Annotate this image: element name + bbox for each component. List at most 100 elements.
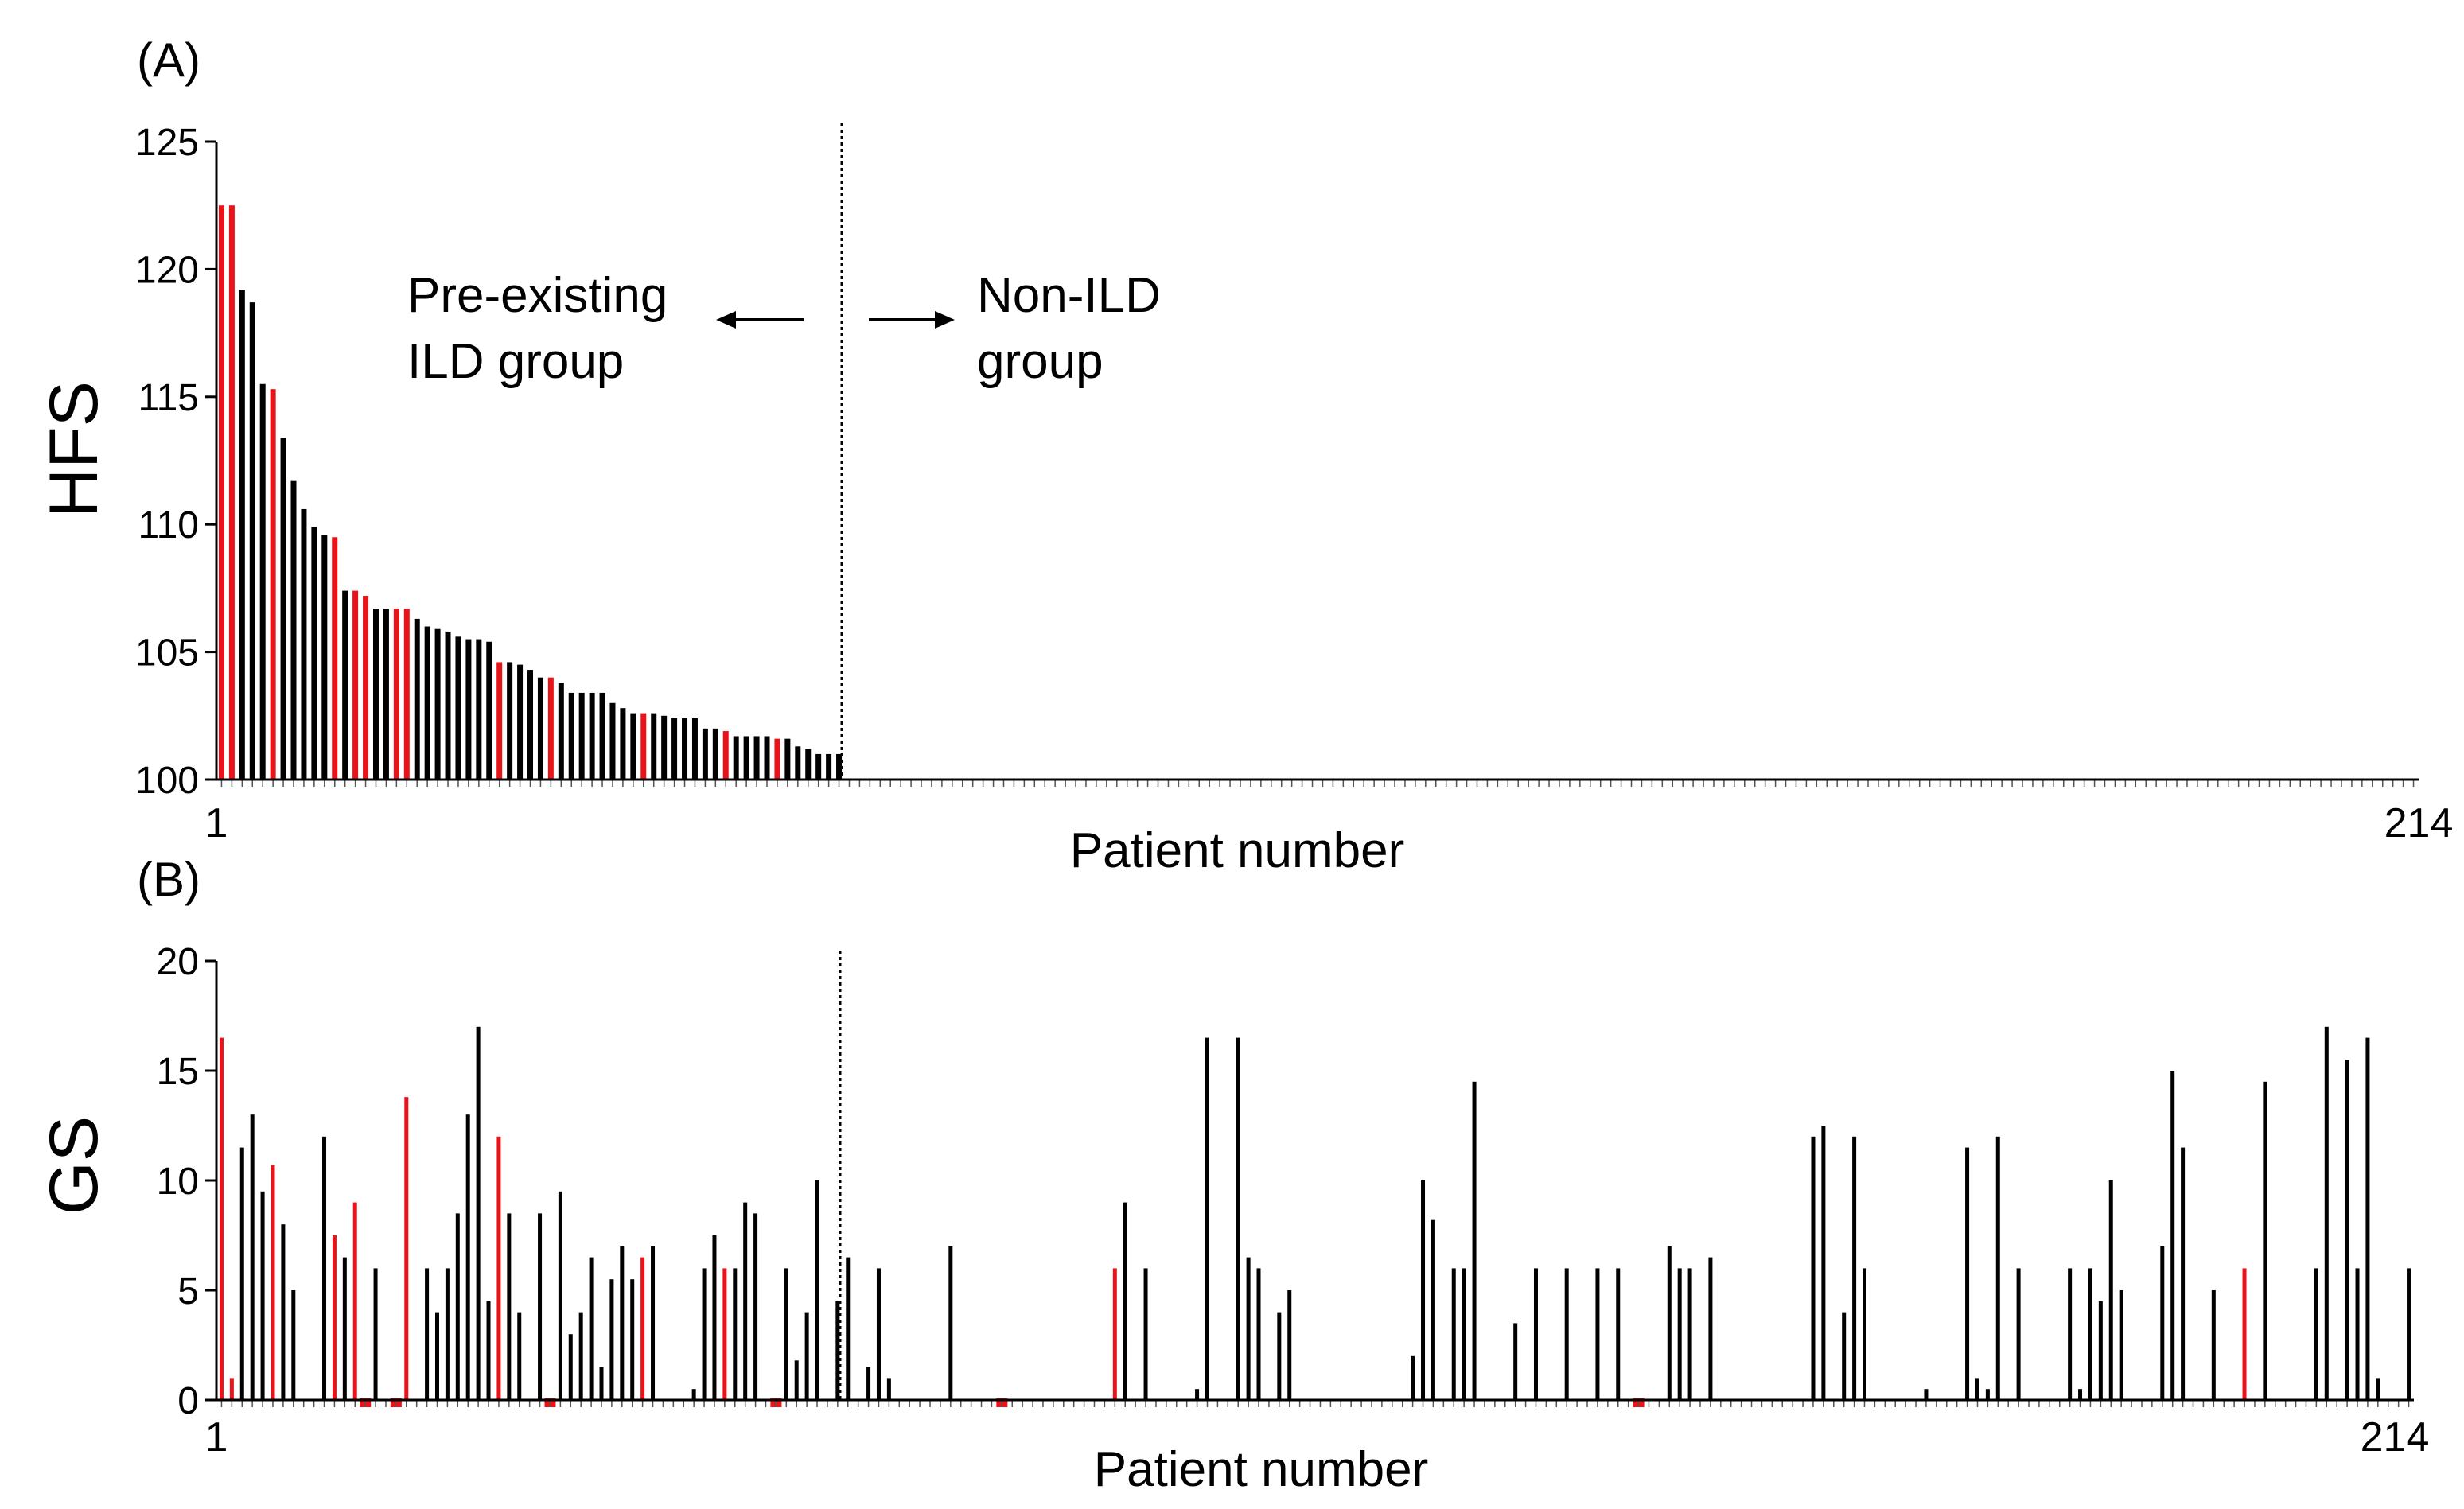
bar-patient-183 [2088,1268,2092,1400]
bar-patient-37 [589,692,595,780]
bar-patient-23 [445,1268,450,1400]
bar-patient-57 [795,746,801,780]
bar-patient-119 [1431,1219,1435,1400]
bar-patient-58 [804,1312,809,1400]
bar-patient-101 [1246,1257,1251,1400]
bar-patient-1 [219,1037,224,1400]
bar-patient-105 [1287,1290,1292,1400]
bar-patient-43 [651,1246,656,1400]
bar-patient-26 [476,1026,481,1400]
bar-patient-12 [332,537,338,780]
bar-patient-54 [764,736,770,780]
panel-a-hfs-chart: (A) HFS 100 105 110 115 120 125 1 214 Patient… [36,33,2453,878]
bar-patient-17 [383,609,389,780]
bar-patient-182 [2078,1389,2083,1400]
bar-patient-14 [352,590,359,780]
bar-patient-3 [239,290,245,780]
bar-patient-29 [507,1213,512,1400]
bar-patient-1 [218,205,224,780]
bar-patient-57 [794,1360,799,1400]
bar-patient-35 [568,1334,573,1400]
panel-a-x-tick-last: 214 [2384,800,2454,846]
bar-patient-122 [1462,1268,1466,1400]
bar-patient-117 [1411,1355,1415,1400]
panel-b-x-axis-title: Patient number [1094,1442,1428,1497]
bar-patient-6 [270,389,276,780]
bar-patient-36 [578,692,585,780]
bar-patient-2 [228,205,235,780]
bar-patient-13 [342,1257,347,1400]
bar-patient-2 [229,1378,234,1400]
bar-patient-181 [2068,1268,2073,1400]
bar-patient-32 [538,1213,543,1400]
panel-a-y-axis-title: HFS [36,381,112,518]
bar-patient-50 [722,731,729,780]
bar-patient-35 [568,692,574,780]
bar-patient-39 [609,702,616,780]
bar-patient-167 [1924,1389,1929,1400]
annotation-preexisting-line2: ILD group [407,334,624,389]
bar-patient-171 [1965,1147,1970,1400]
bar-patient-32 [537,677,543,780]
bar-patient-146 [1708,1257,1713,1400]
bar-patient-88 [1112,1268,1117,1400]
panel-b-bars [219,1026,2411,1407]
panel-a-x-axis-title: Patient number [1070,823,1404,878]
bar-patient-7 [280,438,286,780]
bar-patient-191 [2170,1071,2175,1400]
bar-patient-22 [434,628,441,780]
bar-patient-53 [753,1213,758,1400]
bar-patient-185 [2108,1180,2113,1400]
bar-patient-48 [702,728,708,780]
bar-patient-205 [2314,1268,2318,1400]
bar-patient-12 [332,1235,337,1400]
bar-patient-132 [1564,1268,1569,1400]
panel-b-y-ticks: 0 5 10 15 20 [157,941,216,1422]
bar-patient-30 [517,664,524,780]
bar-patient-37 [589,1257,594,1400]
bar-patient-129 [1533,1268,1538,1400]
bar-patient-43 [651,713,657,780]
y-tick-label: 120 [135,249,199,291]
bar-patient-26 [476,639,482,780]
bar-patient-66 [886,1378,891,1400]
bar-patient-211 [2376,1378,2380,1400]
bar-patient-8 [290,480,297,780]
arrow-right-icon [869,311,955,329]
bar-patient-38 [599,1367,604,1400]
bar-patient-28 [496,1136,501,1400]
panel-b-label: (B) [137,853,200,906]
bar-patient-22 [434,1312,439,1400]
bar-patient-13 [342,590,348,780]
bar-patient-34 [558,683,564,780]
bar-patient-100 [1236,1037,1240,1400]
panel-b-gs-chart: (B) GS 0 5 10 15 20 1 214 Patient number [36,853,2429,1497]
bar-patient-47 [691,1389,696,1400]
bar-patient-25 [465,1114,470,1400]
bar-patient-49 [712,728,718,780]
bar-patient-198 [2242,1268,2247,1400]
y-tick-label: 100 [135,760,199,802]
panel-a-y-ticks: 100 105 110 115 120 125 [135,122,216,802]
y-tick-label: 20 [157,941,199,983]
y-tick-label: 10 [157,1161,199,1203]
bar-patient-96 [1195,1389,1200,1400]
bar-patient-157 [1821,1126,1826,1400]
bar-patient-11 [321,535,328,780]
panel-a-label: (A) [137,33,200,87]
bar-patient-14 [352,1202,357,1400]
bar-patient-214 [2407,1268,2411,1400]
panel-a-bars [218,205,843,780]
bar-patient-61 [835,1301,840,1400]
bar-patient-65 [876,1268,881,1400]
bar-patient-10 [311,527,317,780]
bar-patient-30 [517,1312,522,1400]
panel-b-x-tick-first: 1 [205,1414,228,1460]
bar-patient-45 [671,718,678,780]
bar-patient-9 [301,508,307,780]
bar-patient-123 [1472,1081,1477,1400]
bar-patient-121 [1451,1268,1456,1400]
bar-patient-40 [620,1246,625,1400]
bar-patient-38 [599,692,605,780]
